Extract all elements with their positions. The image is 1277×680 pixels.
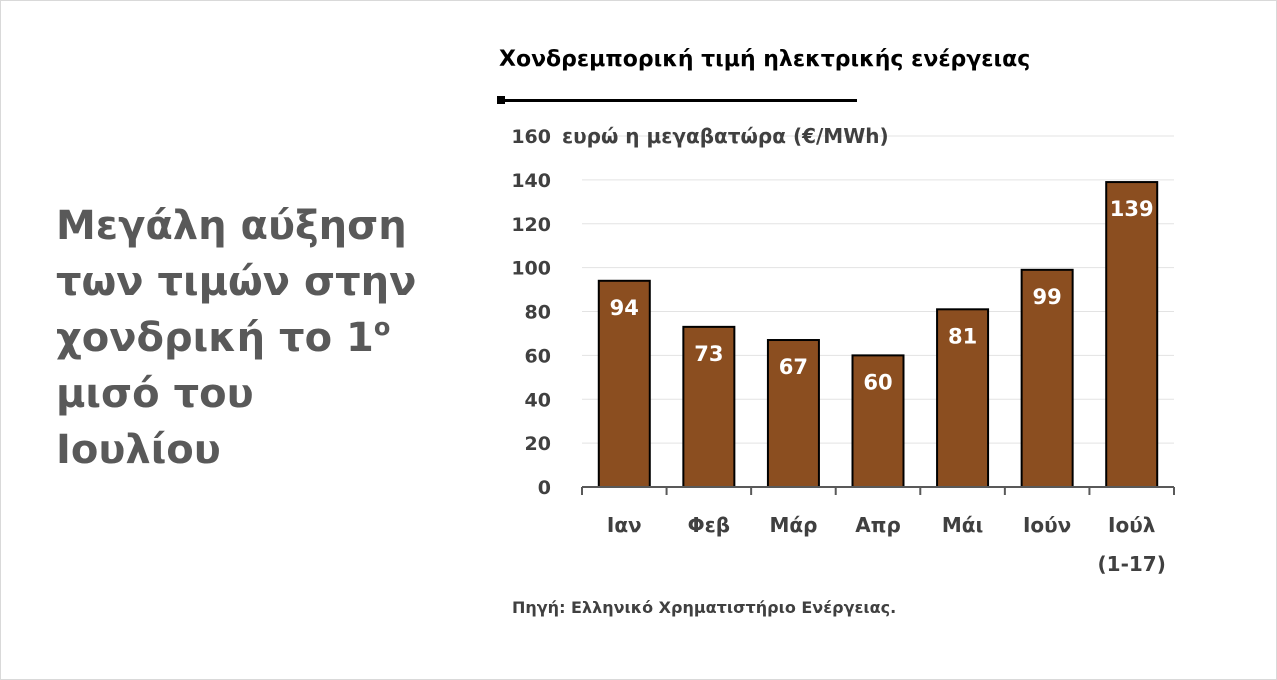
title-underline bbox=[499, 99, 857, 102]
x-tick-label: Ιούλ bbox=[1108, 513, 1156, 537]
y-tick-label: 60 bbox=[525, 345, 551, 367]
y-tick-label: 160 bbox=[511, 126, 551, 148]
data-label: 94 bbox=[610, 296, 639, 320]
x-tick-label: Φεβ bbox=[688, 513, 730, 537]
x-tick-label: Μάι bbox=[942, 513, 983, 537]
data-label: 73 bbox=[694, 342, 723, 366]
bar bbox=[766, 339, 820, 488]
y-tick-label: 20 bbox=[525, 433, 551, 455]
data-label: 67 bbox=[779, 355, 808, 379]
bars bbox=[597, 181, 1159, 489]
data-label: 99 bbox=[1033, 285, 1062, 309]
x-tick-label: Απρ bbox=[855, 513, 901, 537]
x-tick-label: (1-17) bbox=[1098, 552, 1166, 576]
headline-line-1: Μεγάλη αύξηση bbox=[56, 203, 407, 249]
axes bbox=[581, 486, 1175, 495]
headline: Μεγάλη αύξηση των τιμών στην χονδρική το… bbox=[56, 198, 456, 478]
headline-line-2: των τιμών στην bbox=[56, 259, 417, 305]
bar bbox=[1020, 268, 1074, 488]
headline-line-5: Ιουλίου bbox=[56, 427, 221, 473]
title-underline-marker bbox=[497, 96, 505, 104]
x-tick-label: Ιαν bbox=[607, 513, 642, 537]
y-tick-label: 80 bbox=[525, 302, 551, 324]
headline-line-3: χονδρική το 1 bbox=[56, 315, 374, 361]
chart-title: Χονδρεμπορική τιμή ηλεκτρικής ενέργειας bbox=[499, 47, 1031, 72]
data-label: 60 bbox=[863, 370, 892, 394]
x-tick-label: Μάρ bbox=[769, 513, 817, 537]
data-label: 139 bbox=[1110, 197, 1154, 221]
x-tick-label: Ιούν bbox=[1023, 513, 1071, 537]
y-tick-label: 120 bbox=[511, 214, 551, 236]
source-note: Πηγή: Ελληνικό Χρηματιστήριο Ενέργειας. bbox=[512, 598, 897, 617]
y-tick-label: 140 bbox=[511, 170, 551, 192]
headline-superscript: ο bbox=[373, 313, 391, 341]
y-tick-label: 0 bbox=[538, 477, 551, 499]
data-label: 81 bbox=[948, 324, 977, 348]
bar bbox=[597, 279, 651, 488]
y-tick-label: 100 bbox=[511, 258, 551, 280]
bar bbox=[1105, 181, 1159, 488]
y-axis-unit-label: ευρώ η μεγαβατώρα (€/MWh) bbox=[562, 124, 889, 148]
y-tick-label: 40 bbox=[525, 389, 551, 411]
bar bbox=[936, 308, 990, 488]
headline-line-4: μισό του bbox=[56, 371, 254, 417]
bar bbox=[682, 325, 736, 489]
labels: 0 20 40 60 80 100 120 140 160 94 Ιαν 73 Φεβ 67 Μάρ 60 Απ… bbox=[511, 126, 1166, 576]
